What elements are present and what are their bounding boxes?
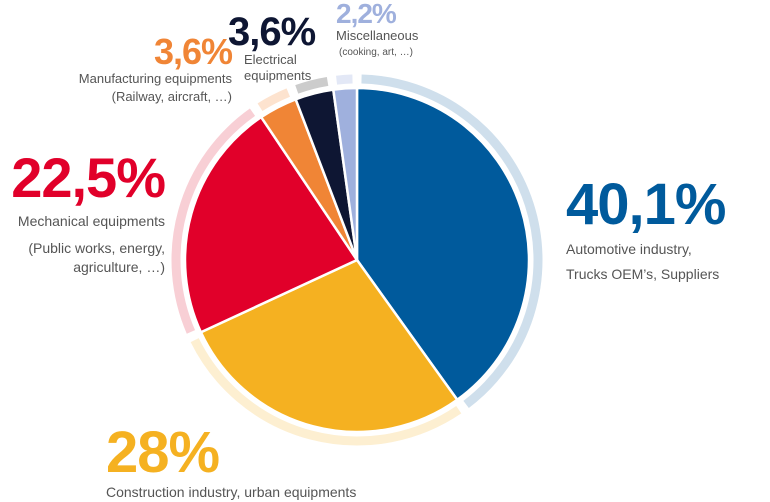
slice-mechanical: [183, 115, 359, 334]
label-electrical: 3,6% Electrical equipments: [228, 12, 328, 83]
caption-mechanical: Mechanical equipments: [17, 213, 165, 229]
pct-miscellaneous: 2,2%: [336, 0, 397, 29]
pct-mechanical: 22,5%: [11, 146, 166, 209]
label-construction: 28% Construction industry, urban equipme…: [106, 424, 356, 502]
slice-automotive: [355, 86, 531, 402]
ring-automotive: [361, 74, 543, 409]
label-mechanical: 22,5% Mechanical equipments (Public work…: [0, 146, 166, 277]
pct-electrical: 3,6%: [228, 10, 316, 54]
pct-automotive: 40,1%: [566, 172, 726, 237]
subcaption-manufacturing: (Railway, aircraft, …): [111, 88, 232, 104]
pct-construction: 28%: [106, 420, 220, 485]
caption-manufacturing: Manufacturing equipments: [78, 71, 232, 86]
subcaption-miscellaneous: (cooking, art, …): [339, 46, 413, 58]
label-automotive: 40,1% Automotive industry, Trucks OEM’s,…: [566, 172, 726, 284]
ring-electrical: [295, 76, 329, 94]
ring-miscellaneous: [336, 74, 353, 85]
caption-automotive: Automotive industry,: [566, 241, 692, 257]
ring-manufacturing: [257, 88, 291, 112]
caption-miscellaneous: Miscellaneous: [336, 28, 419, 43]
label-miscellaneous: 2,2% Miscellaneous (cooking, art, …): [336, 0, 418, 59]
caption-electrical: Electrical equipments: [244, 52, 312, 83]
ring-mechanical: [171, 108, 256, 334]
slice-miscellaneous: [332, 86, 359, 262]
caption-construction: Construction industry, urban equipments: [106, 484, 357, 500]
ring-construction: [190, 338, 462, 446]
subcaption-mechanical: (Public works, energy, agriculture, …): [28, 239, 165, 275]
label-manufacturing: 3,6% Manufacturing equipments (Railway, …: [30, 31, 233, 105]
pct-manufacturing: 3,6%: [153, 31, 233, 72]
subcaption-automotive: Trucks OEM’s, Suppliers: [566, 265, 720, 282]
